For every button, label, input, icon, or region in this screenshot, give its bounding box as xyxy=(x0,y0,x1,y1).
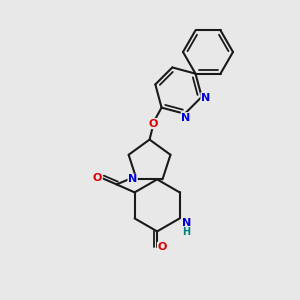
Text: N: N xyxy=(128,174,137,184)
Text: N: N xyxy=(182,218,191,228)
Text: O: O xyxy=(93,173,102,183)
Text: N: N xyxy=(201,93,210,103)
Text: N: N xyxy=(181,113,190,123)
Text: O: O xyxy=(149,118,158,129)
Text: O: O xyxy=(158,242,167,252)
Text: H: H xyxy=(182,227,191,237)
